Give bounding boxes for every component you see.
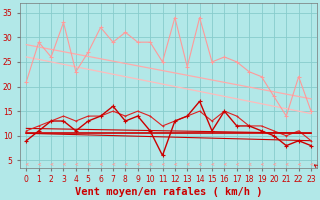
X-axis label: Vent moyen/en rafales ( km/h ): Vent moyen/en rafales ( km/h ): [75, 187, 262, 197]
